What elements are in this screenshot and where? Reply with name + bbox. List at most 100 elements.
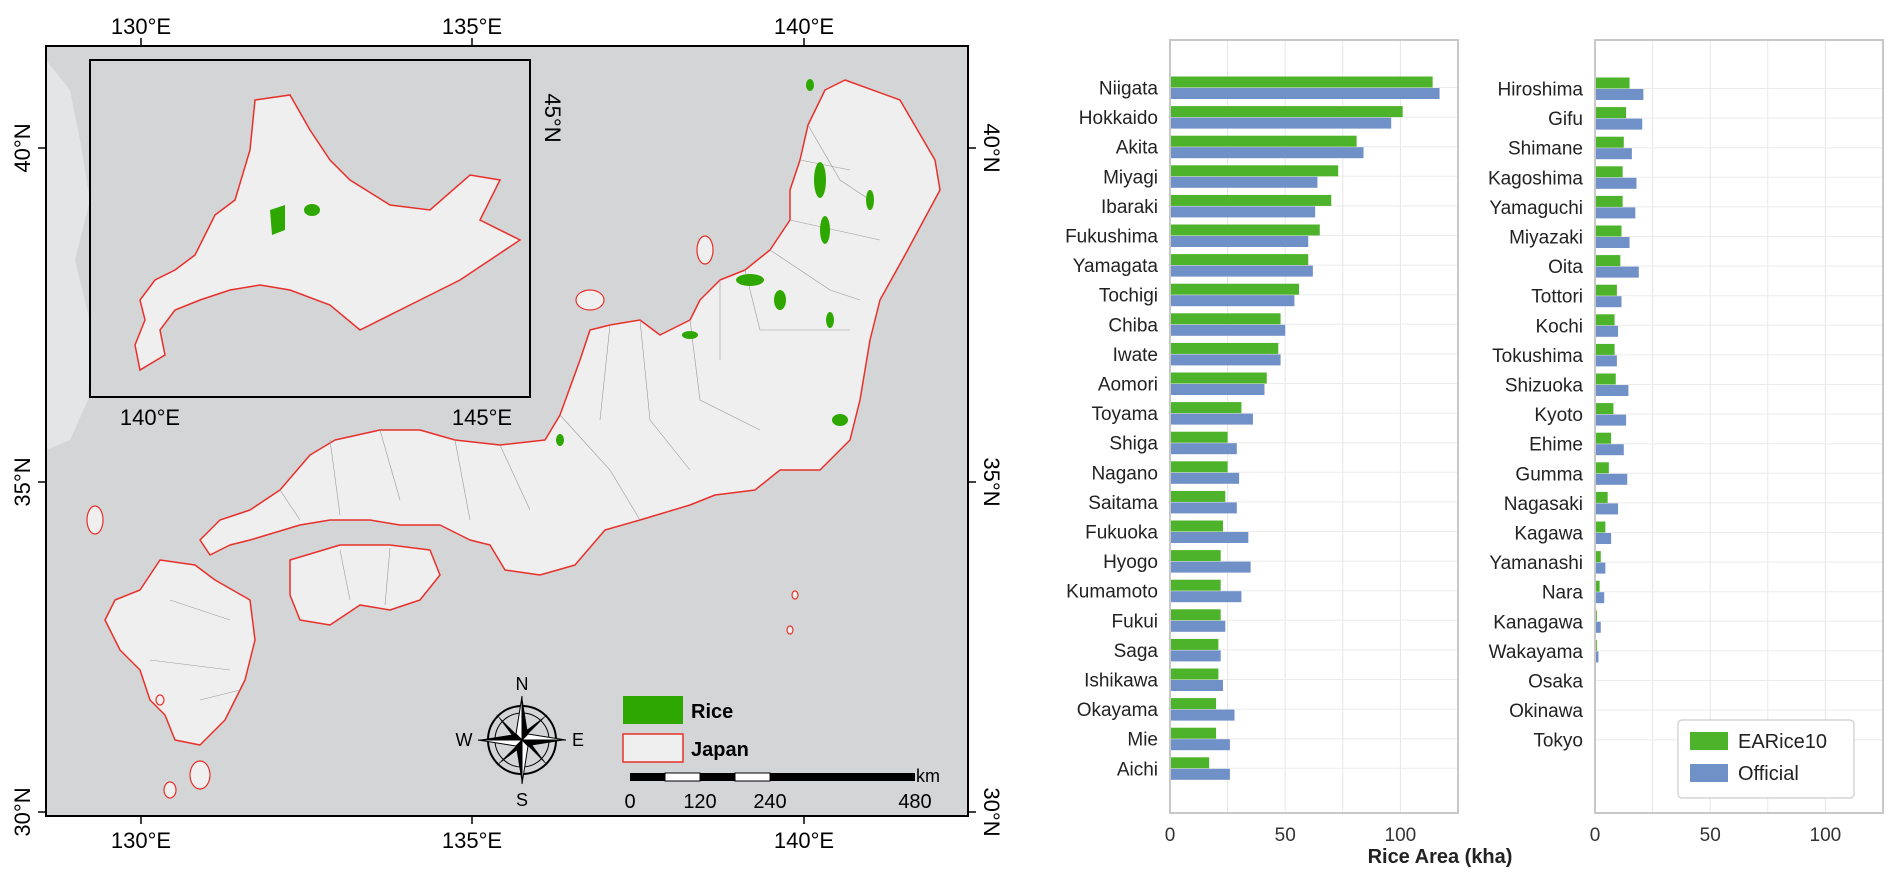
bar-official bbox=[1170, 532, 1249, 543]
x-tick-label: 100 bbox=[1385, 825, 1417, 846]
category-label: Kochi bbox=[1535, 316, 1583, 337]
category-label: Kyoto bbox=[1534, 405, 1583, 426]
scale-unit: km bbox=[916, 766, 940, 786]
category-label: Kagawa bbox=[1514, 524, 1583, 545]
bar-official bbox=[1170, 295, 1295, 307]
bar-official bbox=[1170, 591, 1242, 603]
island bbox=[575, 289, 605, 311]
scale-segment bbox=[630, 773, 665, 781]
rice-patch bbox=[820, 216, 830, 244]
bar-official bbox=[1595, 651, 1599, 663]
bar-official bbox=[1595, 266, 1639, 278]
category-label: Ishikawa bbox=[1084, 671, 1158, 692]
bar-earice10 bbox=[1595, 462, 1609, 474]
bar-official bbox=[1170, 354, 1281, 366]
x-tick-label: 50 bbox=[1275, 825, 1296, 846]
island bbox=[791, 590, 799, 600]
bar-official bbox=[1170, 117, 1392, 129]
category-label: Miyazaki bbox=[1509, 228, 1583, 249]
category-label: Ibaraki bbox=[1101, 197, 1158, 218]
lat-label-left: 35°N bbox=[10, 457, 35, 506]
category-label: Shizuoka bbox=[1505, 376, 1584, 397]
bar-earice10 bbox=[1170, 254, 1309, 266]
lon-label-top: 140°E bbox=[774, 14, 834, 39]
category-label: Shiga bbox=[1109, 434, 1158, 455]
category-label: Mie bbox=[1127, 730, 1158, 751]
scale-segment bbox=[700, 773, 735, 781]
bar-earice10 bbox=[1170, 342, 1279, 354]
scale-tick-label: 480 bbox=[898, 791, 931, 813]
legend-swatch-japan bbox=[622, 733, 684, 763]
category-label: Kagoshima bbox=[1488, 168, 1583, 189]
honshu-outline bbox=[199, 79, 941, 576]
lon-label-bottom: 130°E bbox=[111, 828, 171, 853]
category-label: Iwate bbox=[1113, 345, 1158, 366]
kyushu-outline bbox=[104, 559, 256, 746]
bar-earice10 bbox=[1170, 698, 1217, 710]
lat-label-left: 30°N bbox=[10, 787, 35, 836]
category-label: Tottori bbox=[1531, 287, 1583, 308]
bar-earice10 bbox=[1170, 194, 1332, 206]
map-panel: 130°E 135°E 140°E 130°E 135°E 140°E 40°N… bbox=[10, 14, 1004, 853]
category-label: Aomori bbox=[1098, 375, 1158, 396]
prefecture-border bbox=[149, 547, 391, 701]
category-label: Gifu bbox=[1548, 109, 1583, 130]
legend-swatch-earice10 bbox=[1690, 732, 1728, 750]
island bbox=[696, 235, 714, 265]
category-label: Saitama bbox=[1088, 493, 1158, 514]
lat-label-right: 35°N bbox=[979, 457, 1004, 506]
bar-earice10 bbox=[1595, 432, 1612, 444]
bar-official bbox=[1595, 118, 1643, 130]
category-label: Aichi bbox=[1117, 759, 1158, 780]
inset-lon-label: 140°E bbox=[120, 405, 180, 430]
rice-patches bbox=[556, 79, 874, 446]
bar-earice10 bbox=[1170, 372, 1267, 384]
bar-official bbox=[1595, 237, 1630, 248]
bar-official bbox=[1595, 89, 1644, 100]
category-label: Wakayama bbox=[1489, 642, 1584, 663]
bar-earice10 bbox=[1170, 461, 1228, 473]
bar-earice10 bbox=[1595, 284, 1617, 296]
category-label: Hiroshima bbox=[1497, 80, 1583, 101]
compass-point bbox=[522, 696, 528, 740]
bar-official bbox=[1170, 680, 1223, 691]
category-label: Fukushima bbox=[1065, 227, 1158, 248]
map-lon-labels: 130°E 135°E 140°E 130°E 135°E 140°E bbox=[111, 14, 834, 853]
category-label: Ehime bbox=[1529, 435, 1583, 456]
category-label: Tokyo bbox=[1533, 731, 1583, 752]
rice-patch bbox=[814, 162, 826, 198]
compass-icon: N S E W bbox=[456, 674, 585, 810]
prefecture-borders bbox=[149, 124, 881, 701]
bar-earice10 bbox=[1595, 551, 1601, 563]
bar-official bbox=[1595, 355, 1617, 367]
bar-official bbox=[1595, 296, 1622, 308]
bar-official bbox=[1170, 472, 1240, 484]
compass-point bbox=[478, 734, 522, 740]
rice-patch bbox=[826, 312, 834, 328]
bar-earice10 bbox=[1595, 107, 1627, 119]
compass-point bbox=[496, 740, 522, 766]
bar-earice10 bbox=[1170, 490, 1226, 502]
bar-official bbox=[1170, 739, 1230, 751]
island bbox=[86, 505, 104, 535]
map-tick-marks bbox=[38, 38, 976, 824]
hokkaido-outline bbox=[134, 94, 522, 372]
lon-label-top: 135°E bbox=[442, 14, 502, 39]
bar-official bbox=[1595, 533, 1612, 544]
compass-w-label: W bbox=[456, 730, 473, 750]
bar-earice10 bbox=[1595, 373, 1616, 385]
compass-point bbox=[516, 740, 522, 784]
bar-official bbox=[1170, 236, 1309, 247]
bar-official bbox=[1595, 592, 1605, 604]
bar-official bbox=[1595, 325, 1619, 337]
bar-official bbox=[1170, 176, 1318, 188]
lat-label-right: 40°N bbox=[979, 123, 1004, 172]
scale-tick-label: 0 bbox=[624, 791, 635, 813]
bar-official bbox=[1595, 385, 1629, 396]
bar-earice10 bbox=[1595, 314, 1615, 326]
lon-label-top: 130°E bbox=[111, 14, 171, 39]
bar-chart-panel: 0 50 100 Niigata Hokkaido Akita Miyagi Ibaraki F… bbox=[1065, 39, 1884, 868]
category-label: Fukui bbox=[1112, 611, 1158, 632]
bar-earice10 bbox=[1170, 402, 1242, 414]
scale-segment bbox=[734, 772, 771, 782]
